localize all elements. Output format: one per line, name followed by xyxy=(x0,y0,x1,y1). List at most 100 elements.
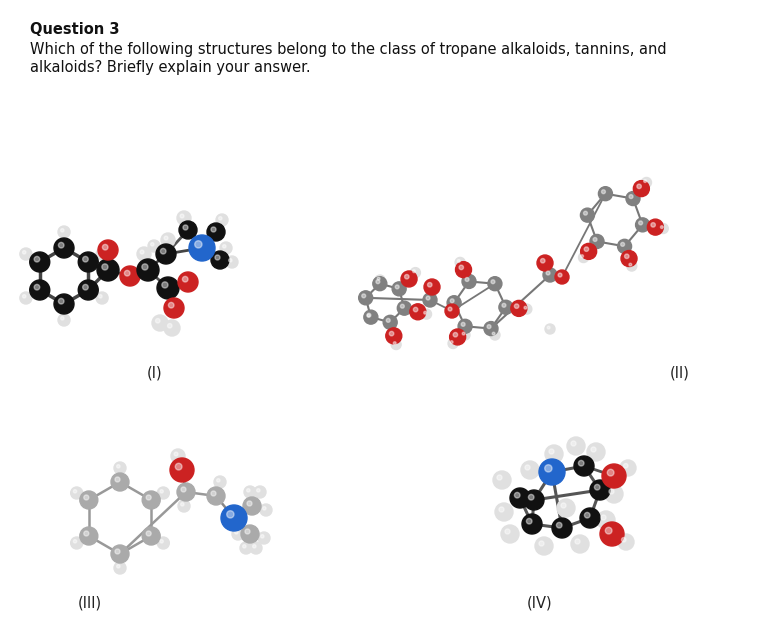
Circle shape xyxy=(584,212,587,215)
Circle shape xyxy=(116,565,120,568)
Circle shape xyxy=(497,475,502,480)
Circle shape xyxy=(376,279,380,284)
Circle shape xyxy=(115,549,120,554)
Circle shape xyxy=(537,255,553,271)
Circle shape xyxy=(590,235,604,249)
Circle shape xyxy=(462,332,465,335)
Circle shape xyxy=(584,247,589,251)
Circle shape xyxy=(524,306,527,309)
Circle shape xyxy=(445,304,459,318)
Circle shape xyxy=(260,504,272,516)
Circle shape xyxy=(250,542,262,554)
Circle shape xyxy=(34,285,40,290)
Text: (I): (I) xyxy=(147,365,163,380)
Circle shape xyxy=(84,495,89,500)
Circle shape xyxy=(386,328,402,344)
Circle shape xyxy=(170,458,194,482)
Circle shape xyxy=(111,473,129,491)
Circle shape xyxy=(226,511,234,518)
Circle shape xyxy=(142,527,160,545)
Circle shape xyxy=(58,314,70,326)
Circle shape xyxy=(587,443,605,461)
Circle shape xyxy=(602,464,626,488)
Circle shape xyxy=(364,310,378,324)
Circle shape xyxy=(493,471,511,489)
Circle shape xyxy=(424,279,440,295)
Circle shape xyxy=(167,324,172,328)
Circle shape xyxy=(386,319,390,322)
Circle shape xyxy=(20,248,32,260)
Circle shape xyxy=(660,226,663,228)
Circle shape xyxy=(450,329,466,345)
Circle shape xyxy=(99,295,102,298)
Circle shape xyxy=(98,240,118,260)
Circle shape xyxy=(181,487,186,492)
Circle shape xyxy=(389,331,394,336)
Circle shape xyxy=(620,460,636,476)
Circle shape xyxy=(142,491,160,509)
Circle shape xyxy=(180,214,184,218)
Circle shape xyxy=(601,515,606,520)
Circle shape xyxy=(567,437,585,455)
Circle shape xyxy=(597,511,615,529)
Circle shape xyxy=(176,463,182,470)
Circle shape xyxy=(491,279,495,284)
Circle shape xyxy=(71,487,83,499)
Circle shape xyxy=(511,301,527,317)
Circle shape xyxy=(448,307,452,311)
Circle shape xyxy=(156,319,160,323)
Circle shape xyxy=(401,271,417,287)
Circle shape xyxy=(216,214,228,226)
Circle shape xyxy=(413,307,418,312)
Circle shape xyxy=(245,529,250,534)
Circle shape xyxy=(226,256,238,268)
Circle shape xyxy=(84,531,89,536)
Circle shape xyxy=(648,219,663,235)
Circle shape xyxy=(207,487,225,505)
Circle shape xyxy=(455,262,471,278)
Circle shape xyxy=(58,226,70,238)
Circle shape xyxy=(641,178,651,187)
Circle shape xyxy=(600,522,624,546)
Circle shape xyxy=(247,488,250,492)
Circle shape xyxy=(423,293,437,307)
Circle shape xyxy=(458,260,460,262)
Circle shape xyxy=(460,330,470,340)
Circle shape xyxy=(148,240,160,252)
Circle shape xyxy=(362,294,366,298)
Circle shape xyxy=(459,265,464,270)
Circle shape xyxy=(490,330,500,340)
Circle shape xyxy=(594,485,600,490)
Circle shape xyxy=(375,275,385,285)
Circle shape xyxy=(651,222,655,227)
Circle shape xyxy=(488,277,502,291)
Circle shape xyxy=(581,254,584,258)
Circle shape xyxy=(142,264,148,270)
Circle shape xyxy=(591,447,596,452)
Circle shape xyxy=(183,225,188,230)
Circle shape xyxy=(545,445,563,463)
Circle shape xyxy=(499,507,504,512)
Circle shape xyxy=(96,248,108,260)
Circle shape xyxy=(558,273,562,277)
Circle shape xyxy=(232,528,244,540)
Circle shape xyxy=(247,501,252,506)
Circle shape xyxy=(78,280,98,300)
Circle shape xyxy=(161,233,175,247)
Circle shape xyxy=(146,531,151,536)
Circle shape xyxy=(574,456,594,476)
Circle shape xyxy=(103,244,108,250)
Circle shape xyxy=(609,489,614,494)
Circle shape xyxy=(410,267,420,278)
Circle shape xyxy=(601,190,606,194)
Circle shape xyxy=(618,239,632,253)
Circle shape xyxy=(593,238,597,242)
Circle shape xyxy=(164,320,180,336)
Circle shape xyxy=(552,518,572,538)
Circle shape xyxy=(540,258,545,263)
Circle shape xyxy=(404,274,409,279)
Circle shape xyxy=(171,449,185,463)
Circle shape xyxy=(189,235,215,261)
Circle shape xyxy=(561,503,566,508)
Circle shape xyxy=(522,514,542,534)
